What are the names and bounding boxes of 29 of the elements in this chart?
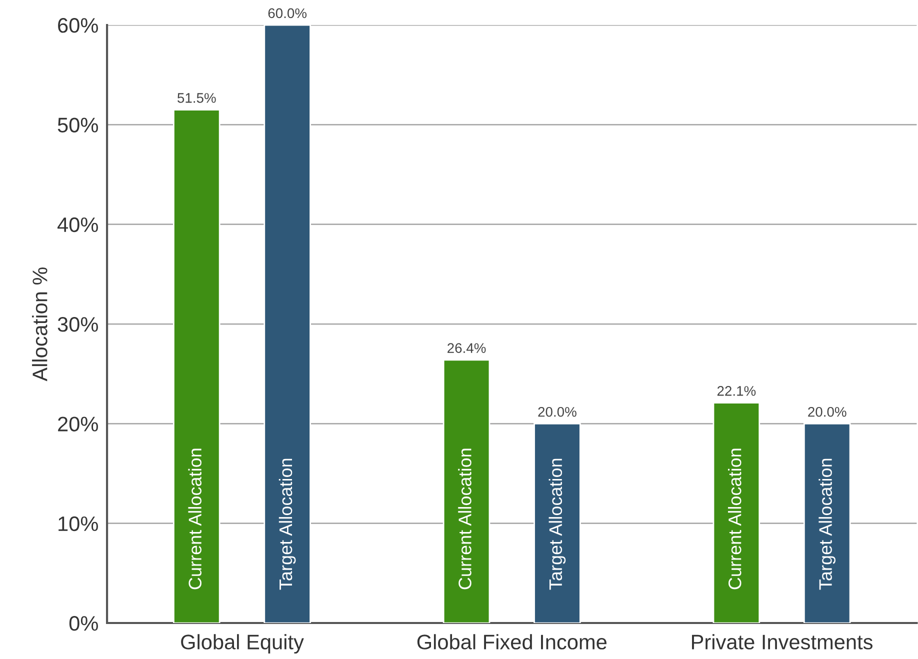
series-label: Target Allocation xyxy=(278,458,296,590)
x-tick-label: Global Equity xyxy=(181,634,304,654)
bar xyxy=(173,109,220,624)
text: 51.5% xyxy=(178,93,216,103)
bar xyxy=(534,423,581,624)
bar xyxy=(264,25,311,624)
bar xyxy=(712,402,760,624)
text: 20.0% xyxy=(808,406,846,417)
text: Target Allocation xyxy=(548,458,566,590)
text: Current Allocation xyxy=(188,448,202,590)
y-tick-label: 20% xyxy=(58,416,98,432)
y-tick-label: 30% xyxy=(58,317,98,332)
y-axis-title: Allocation % xyxy=(32,267,48,382)
text: 26.4% xyxy=(448,343,486,353)
y-tick-label: 50% xyxy=(58,118,98,132)
bar xyxy=(803,423,851,624)
text: 20.0% xyxy=(538,406,576,417)
y-tick-label: 10% xyxy=(58,516,98,532)
y-tick-label: 60% xyxy=(58,18,98,33)
x-tick-label: Global Fixed Income xyxy=(417,634,606,650)
y-tick-label: 0% xyxy=(69,616,98,631)
text: Current Allocation xyxy=(728,448,742,590)
text: Target Allocation xyxy=(818,458,836,590)
bar xyxy=(442,359,490,624)
x-tick-label: Private Investments xyxy=(692,634,872,650)
text: 22.1% xyxy=(717,386,756,396)
series-label: Current Allocation xyxy=(458,448,472,590)
y-tick-label: 40% xyxy=(57,217,98,232)
text: 60.0% xyxy=(268,8,307,18)
